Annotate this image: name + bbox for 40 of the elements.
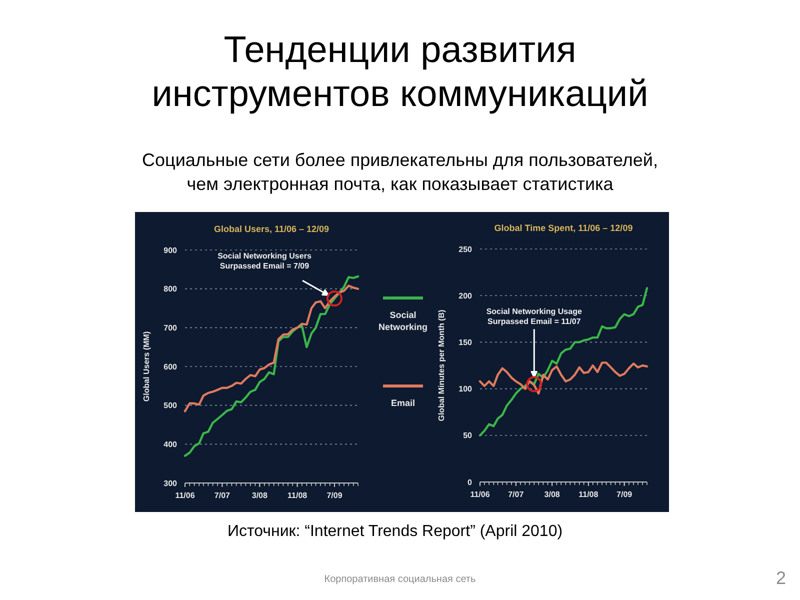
y-axis-title: Global Minutes per Month (B) — [437, 309, 446, 422]
x-tick-label: 11/08 — [288, 491, 308, 500]
y-tick-label: 700 — [164, 323, 178, 332]
line-series — [478, 287, 648, 436]
annotation: Social Networking Usage Surpassed Email = 11/07 — [486, 307, 582, 326]
x-tick-label: 3/08 — [544, 490, 560, 499]
y-axis-title: Global Users (MM) — [142, 331, 151, 402]
chart-title: Global Time Spent, 11/06 – 12/09 — [494, 223, 633, 233]
text: Источник: “Internet Trends Report” (April 2010) — [227, 523, 563, 540]
y-tick-label: 200 — [458, 291, 473, 300]
y-tick-label: 500 — [164, 401, 178, 410]
y-tick-label: 400 — [164, 440, 178, 449]
x-tick-label: 11/06 — [470, 490, 490, 499]
x-tick-label: 7/07 — [508, 490, 524, 499]
y-tick-label: 0 — [468, 478, 473, 487]
y-tick-label: 800 — [164, 284, 178, 294]
y-tick-label: 600 — [164, 362, 178, 372]
line-series — [184, 284, 360, 412]
y-tick-label: 100 — [458, 384, 473, 394]
x-tick-label: 3/08 — [252, 491, 268, 500]
y-tick-label: 250 — [458, 244, 473, 254]
x-tick-label: 7/09 — [326, 491, 343, 500]
line-series — [478, 362, 648, 395]
annotation: Social Networking Users Surpassed Email = 7/09 — [218, 252, 312, 271]
y-tick-label: 150 — [458, 338, 473, 347]
y-tick-label: 900 — [164, 246, 178, 255]
legend-label: Email — [390, 398, 416, 408]
line-series — [184, 275, 360, 457]
x-tick-label: 7/07 — [214, 491, 231, 500]
text: Корпоративная социальная сеть — [324, 574, 476, 585]
x-tick-label: 11/06 — [175, 491, 196, 500]
x-tick-label: 7/09 — [616, 490, 633, 499]
y-tick-label: 300 — [164, 478, 178, 488]
text: 2 — [776, 568, 786, 588]
text: Социальные сети более привлекательны для пользователей, чем электронная почта, как показывает статистика — [142, 150, 658, 194]
y-tick-label: 50 — [463, 431, 473, 440]
legend-label: Social Networking — [378, 310, 428, 332]
text: Тенденции развития инструментов коммуникаций — [152, 29, 648, 114]
chart-title: Global Users, 11/06 – 12/09 — [214, 224, 330, 234]
x-tick-label: 11/08 — [578, 490, 599, 499]
